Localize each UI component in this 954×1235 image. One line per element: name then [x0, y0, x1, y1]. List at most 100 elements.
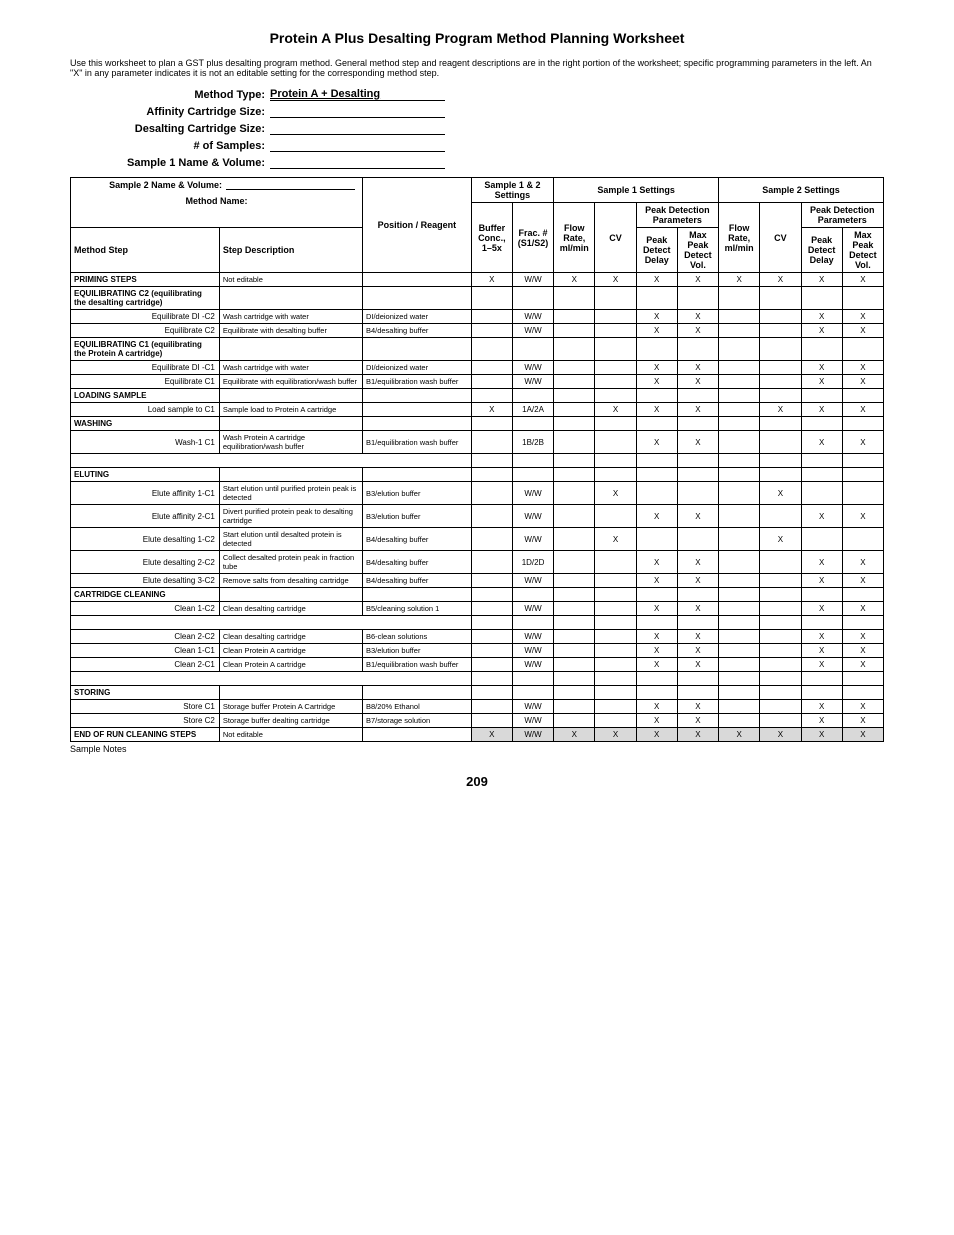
- method-step-cell: Clean 1-C2: [71, 602, 220, 616]
- num-samples-input[interactable]: [270, 139, 445, 152]
- param-cell: [719, 714, 760, 728]
- param-cell: [636, 468, 677, 482]
- desalting-size-input[interactable]: [270, 122, 445, 135]
- param-cell: [554, 644, 595, 658]
- param-cell: X: [636, 630, 677, 644]
- param-cell: [719, 375, 760, 389]
- num-samples-label: # of Samples:: [70, 140, 270, 152]
- param-cell: X: [842, 658, 883, 672]
- param-cell: [677, 528, 718, 551]
- param-cell: [554, 528, 595, 551]
- param-cell: [801, 389, 842, 403]
- param-cell: X: [636, 403, 677, 417]
- affinity-size-input[interactable]: [270, 105, 445, 118]
- param-cell: [554, 602, 595, 616]
- param-cell: X: [842, 431, 883, 454]
- reagent-cell: [362, 287, 471, 310]
- param-cell: X: [842, 700, 883, 714]
- param-cell: X: [677, 602, 718, 616]
- table-row: END OF RUN CLEANING STEPSNot editableXW/…: [71, 728, 884, 742]
- param-cell: [801, 686, 842, 700]
- method-step-cell: Elute desalting 1-C2: [71, 528, 220, 551]
- param-cell: [471, 551, 512, 574]
- param-cell: X: [677, 714, 718, 728]
- param-cell: X: [471, 273, 512, 287]
- param-cell: [554, 482, 595, 505]
- param-cell: [760, 468, 801, 482]
- param-cell: [595, 324, 636, 338]
- method-type-value: Protein A + Desalting: [270, 88, 445, 101]
- param-cell: X: [801, 630, 842, 644]
- reagent-cell: B1/equilibration wash buffer: [362, 658, 471, 672]
- method-step-cell: PRIMING STEPS: [71, 273, 220, 287]
- param-cell: X: [801, 574, 842, 588]
- param-cell: [760, 324, 801, 338]
- reagent-cell: [362, 403, 471, 417]
- param-cell: [471, 528, 512, 551]
- step-desc-cell: [219, 417, 362, 431]
- param-cell: [554, 324, 595, 338]
- hdr-pd2: Peak Detection Parameters: [801, 203, 884, 228]
- method-step-cell: Equilibrate DI -C1: [71, 361, 220, 375]
- param-cell: [554, 417, 595, 431]
- param-cell: [595, 551, 636, 574]
- param-cell: [554, 287, 595, 310]
- table-row: Clean 2-C1Clean Protein A cartridgeB1/eq…: [71, 658, 884, 672]
- param-cell: [842, 468, 883, 482]
- page-title: Protein A Plus Desalting Program Method …: [70, 30, 884, 46]
- param-cell: [719, 630, 760, 644]
- form-fields: Method Type: Protein A + Desalting Affin…: [70, 88, 884, 169]
- param-cell: [554, 361, 595, 375]
- worksheet-table: Sample 2 Name & Volume: Method Name: Pos…: [70, 177, 884, 742]
- hdr-pdd1: Peak Detect Delay: [636, 228, 677, 273]
- param-cell: [554, 700, 595, 714]
- param-cell: [719, 588, 760, 602]
- param-cell: [719, 431, 760, 454]
- param-cell: X: [842, 630, 883, 644]
- param-cell: X: [801, 403, 842, 417]
- param-cell: [842, 482, 883, 505]
- table-row: WASHING: [71, 417, 884, 431]
- param-cell: X: [636, 361, 677, 375]
- param-cell: [760, 375, 801, 389]
- param-cell: X: [636, 728, 677, 742]
- hdr-s2: Sample 2 Settings: [719, 178, 884, 203]
- param-cell: [554, 630, 595, 644]
- param-cell: [760, 644, 801, 658]
- param-cell: [512, 389, 553, 403]
- table-row: Wash-1 C1Wash Protein A cartridge equili…: [71, 431, 884, 454]
- param-cell: 1D/2D: [512, 551, 553, 574]
- param-cell: X: [801, 361, 842, 375]
- param-cell: [760, 714, 801, 728]
- param-cell: [719, 403, 760, 417]
- reagent-cell: B8/20% Ethanol: [362, 700, 471, 714]
- reagent-cell: [362, 338, 471, 361]
- param-cell: X: [677, 273, 718, 287]
- param-cell: [719, 644, 760, 658]
- param-cell: X: [595, 273, 636, 287]
- method-step-cell: EQUILIBRATING C2 (equilibrating the desa…: [71, 287, 220, 310]
- param-cell: W/W: [512, 375, 553, 389]
- param-cell: [471, 338, 512, 361]
- param-cell: [677, 338, 718, 361]
- sample1-input[interactable]: [270, 156, 445, 169]
- param-cell: X: [471, 403, 512, 417]
- param-cell: [554, 403, 595, 417]
- param-cell: [554, 574, 595, 588]
- param-cell: [471, 588, 512, 602]
- param-cell: [719, 700, 760, 714]
- hdr-position: Position / Reagent: [362, 178, 471, 273]
- param-cell: X: [801, 310, 842, 324]
- method-step-cell: WASHING: [71, 417, 220, 431]
- param-cell: X: [636, 375, 677, 389]
- param-cell: [471, 482, 512, 505]
- method-step-cell: Store C1: [71, 700, 220, 714]
- param-cell: [471, 431, 512, 454]
- param-cell: [554, 338, 595, 361]
- step-desc-cell: Not editable: [219, 728, 362, 742]
- reagent-cell: [362, 417, 471, 431]
- param-cell: X: [801, 551, 842, 574]
- param-cell: [719, 389, 760, 403]
- param-cell: [512, 338, 553, 361]
- param-cell: X: [801, 431, 842, 454]
